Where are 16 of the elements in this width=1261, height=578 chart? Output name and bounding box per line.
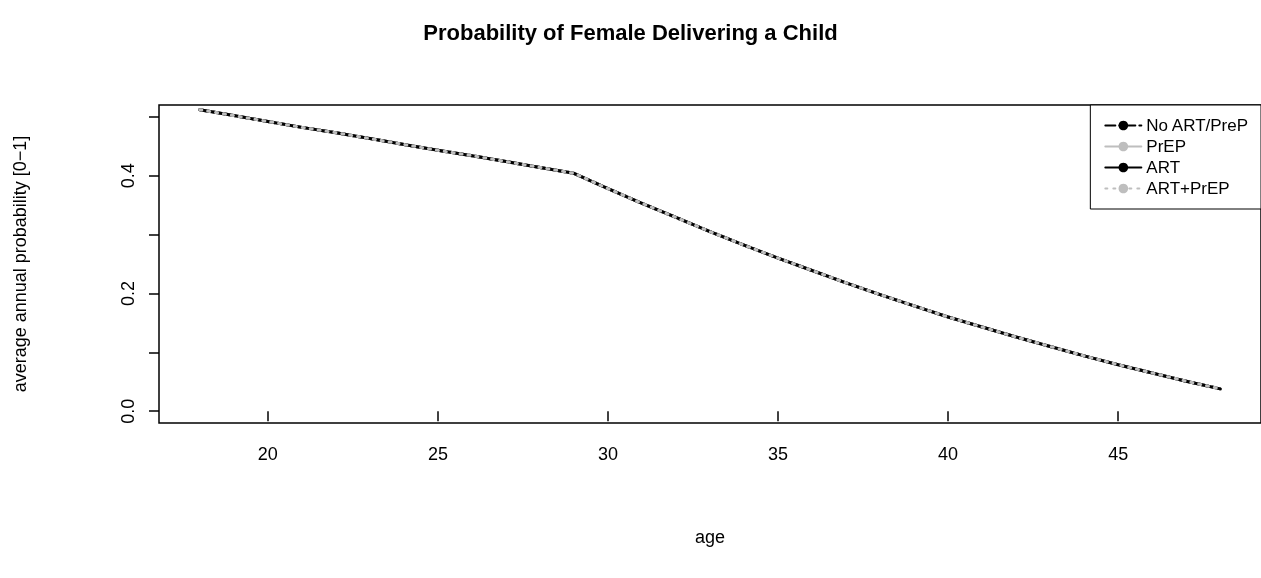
x-tick-label: 40 xyxy=(938,444,959,464)
legend-label: PrEP xyxy=(1146,137,1187,156)
x-axis-title: age xyxy=(694,527,726,547)
legend-label: ART xyxy=(1146,158,1181,177)
x-tick-label: 45 xyxy=(1108,444,1129,464)
chart-title: Probability of Female Delivering a Child xyxy=(423,19,838,45)
legend-label: No ART/PreP xyxy=(1146,116,1249,135)
y-axis-title: average annual probability [0−1] xyxy=(10,135,30,393)
y-tick-label: 0.4 xyxy=(118,163,138,189)
x-tick-label: 25 xyxy=(427,444,448,464)
legend-label: ART+PrEP xyxy=(1146,179,1230,198)
y-tick-label: 0.0 xyxy=(118,398,138,424)
x-tick-label: 20 xyxy=(257,444,278,464)
x-tick-label: 30 xyxy=(597,444,618,464)
y-tick-label: 0.2 xyxy=(118,280,138,306)
x-tick-label: 35 xyxy=(768,444,789,464)
